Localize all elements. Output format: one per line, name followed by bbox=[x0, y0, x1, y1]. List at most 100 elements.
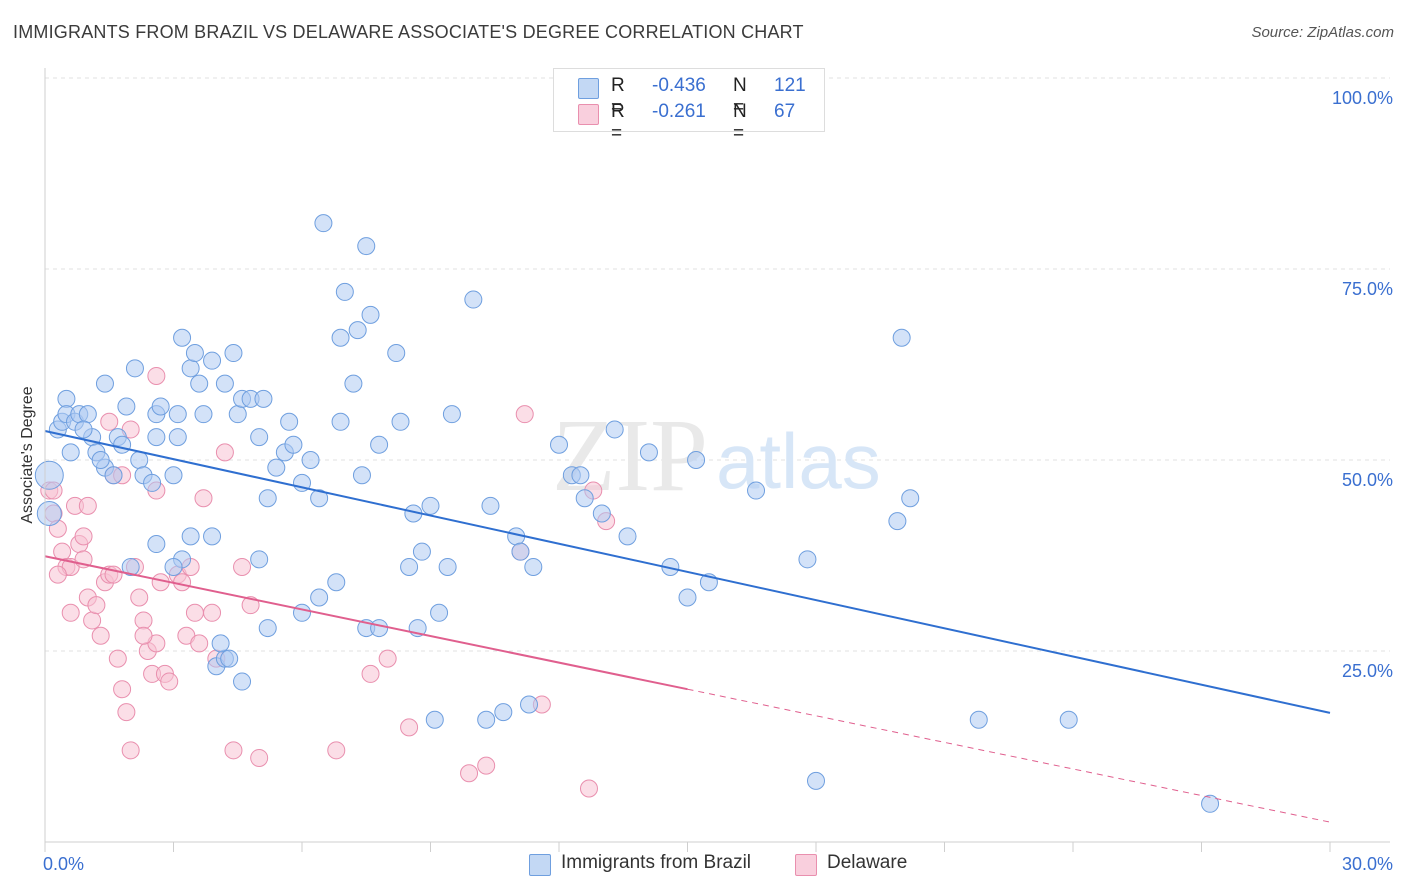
data-point-delaware bbox=[378, 649, 397, 668]
series-swatch-pink bbox=[795, 854, 817, 876]
data-point-brazil bbox=[173, 328, 192, 347]
data-point-brazil bbox=[438, 557, 457, 576]
data-point-brazil bbox=[181, 359, 200, 378]
x-tick-label: 0.0% bbox=[43, 854, 84, 874]
data-point-delaware bbox=[83, 611, 102, 630]
data-point-brazil bbox=[130, 451, 149, 469]
data-point-delaware bbox=[121, 741, 140, 760]
trendline-delaware-extension bbox=[687, 688, 1331, 823]
data-point-brazil bbox=[61, 443, 80, 462]
data-point-delaware bbox=[48, 565, 67, 584]
data-point-delaware bbox=[61, 603, 80, 622]
data-point-delaware bbox=[134, 626, 153, 645]
y-tick-label: 50.0% bbox=[1342, 470, 1393, 490]
correlation-legend: R = -0.436 N = 121 R = -0.261 N = 67 bbox=[553, 68, 825, 144]
data-point-brazil bbox=[168, 405, 187, 424]
data-point-brazil bbox=[335, 282, 354, 301]
data-point-delaware bbox=[224, 741, 243, 760]
data-point-brazil bbox=[78, 405, 97, 424]
data-point-brazil bbox=[164, 466, 183, 485]
data-point-brazil bbox=[425, 710, 444, 729]
data-point-delaware bbox=[147, 366, 166, 385]
data-point-brazil bbox=[117, 397, 136, 416]
data-point-delaware bbox=[173, 573, 192, 592]
data-point-delaware bbox=[134, 611, 153, 630]
data-point-brazil bbox=[113, 435, 132, 454]
data-point-brazil bbox=[258, 489, 277, 508]
data-point-brazil bbox=[798, 550, 817, 569]
data-point-brazil bbox=[91, 451, 110, 469]
data-point-brazil bbox=[143, 473, 162, 492]
data-point-brazil bbox=[151, 397, 170, 416]
data-point-delaware bbox=[87, 596, 106, 615]
data-point-delaware bbox=[194, 489, 213, 508]
data-point-brazil bbox=[969, 710, 988, 729]
data-point-delaware bbox=[190, 634, 209, 653]
data-point-brazil bbox=[524, 557, 543, 576]
data-point-brazil bbox=[747, 481, 766, 500]
data-point-brazil bbox=[194, 405, 213, 424]
legend-n-label: N = bbox=[733, 75, 747, 118]
data-point-brazil bbox=[1201, 794, 1220, 813]
data-point-brazil bbox=[310, 489, 329, 508]
data-point-brazil bbox=[678, 588, 697, 607]
source-label: Source: ZipAtlas.com bbox=[1251, 24, 1394, 41]
legend-swatch-pink bbox=[578, 104, 599, 125]
series-label-delaware: Delaware bbox=[827, 852, 908, 873]
data-point-brazil bbox=[267, 458, 286, 477]
watermark-zip: ZIP bbox=[552, 398, 708, 513]
data-point-brazil bbox=[477, 710, 496, 729]
data-point-delaware bbox=[327, 741, 346, 760]
data-point-brazil bbox=[370, 435, 389, 454]
legend-n-label: N = bbox=[733, 101, 747, 144]
series-swatch-blue bbox=[529, 854, 551, 876]
data-point-brazil bbox=[185, 344, 204, 363]
data-point-brazil bbox=[233, 672, 252, 691]
data-point-brazil bbox=[250, 550, 269, 569]
data-point-brazil bbox=[36, 500, 62, 526]
data-point-brazil bbox=[203, 351, 222, 370]
data-point-brazil bbox=[494, 703, 513, 722]
data-point-brazil bbox=[228, 405, 247, 424]
data-point-brazil bbox=[331, 412, 350, 431]
data-point-brazil bbox=[147, 428, 166, 447]
data-point-brazil bbox=[331, 328, 350, 347]
legend-r-value: -0.261 bbox=[652, 101, 706, 122]
data-point-brazil bbox=[391, 412, 410, 431]
data-point-brazil bbox=[807, 771, 825, 790]
data-point-delaware bbox=[515, 405, 534, 424]
data-point-brazil bbox=[168, 428, 187, 447]
data-point-brazil bbox=[687, 451, 706, 469]
legend-n-value: 67 bbox=[774, 101, 796, 122]
data-point-brazil bbox=[888, 512, 907, 531]
data-point-delaware bbox=[160, 672, 179, 691]
data-point-brazil bbox=[550, 435, 568, 454]
watermark-atlas: atlas bbox=[716, 417, 881, 505]
data-point-brazil bbox=[293, 603, 311, 622]
data-point-brazil bbox=[280, 412, 299, 431]
data-point-brazil bbox=[370, 619, 389, 638]
data-point-brazil bbox=[344, 374, 363, 393]
y-tick-label: 100.0% bbox=[1332, 88, 1393, 108]
legend-n-value: 121 bbox=[774, 75, 806, 96]
data-point-brazil bbox=[511, 542, 530, 561]
data-point-brazil bbox=[520, 695, 539, 714]
data-point-brazil bbox=[220, 649, 239, 668]
data-point-brazil bbox=[164, 557, 183, 576]
data-point-brazil bbox=[481, 496, 500, 515]
data-point-delaware bbox=[250, 748, 269, 767]
data-point-delaware bbox=[108, 649, 127, 668]
data-point-brazil bbox=[442, 405, 461, 424]
data-point-brazil bbox=[190, 374, 209, 393]
data-point-brazil bbox=[352, 466, 371, 485]
trendline-delaware bbox=[44, 555, 688, 691]
y-tick-label: 75.0% bbox=[1342, 279, 1393, 299]
data-point-delaware bbox=[113, 680, 132, 699]
data-point-brazil bbox=[421, 496, 440, 515]
data-point-delaware bbox=[241, 596, 260, 615]
data-point-brazil bbox=[215, 374, 234, 393]
data-point-brazil bbox=[361, 305, 380, 324]
data-point-delaware bbox=[477, 756, 496, 775]
y-tick-label: 25.0% bbox=[1342, 661, 1393, 681]
data-point-delaware bbox=[203, 603, 222, 622]
